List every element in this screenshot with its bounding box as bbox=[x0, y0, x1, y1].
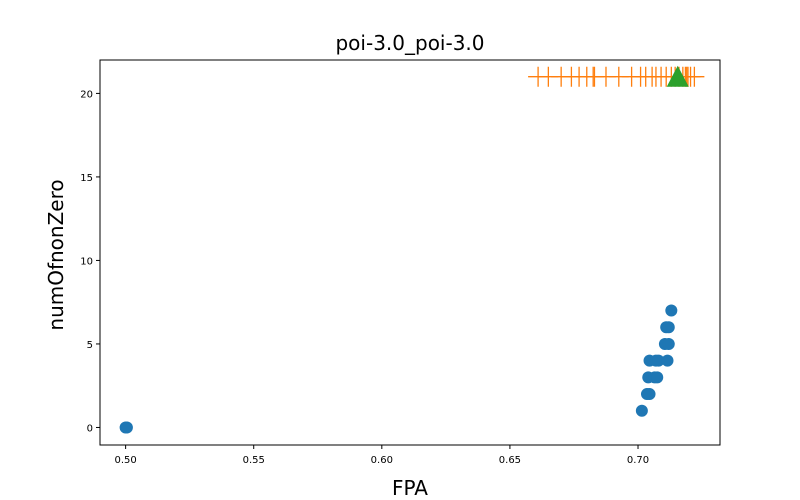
circle-point bbox=[665, 304, 678, 317]
y-tick-label: 0 bbox=[87, 423, 93, 434]
series-triangle-marks bbox=[666, 65, 689, 87]
series-circle-marks bbox=[119, 304, 678, 434]
x-tick-label: 0.50 bbox=[114, 455, 136, 466]
x-axis-label: FPA bbox=[392, 476, 428, 500]
circle-point bbox=[662, 321, 675, 334]
x-tick-label: 0.60 bbox=[371, 455, 393, 466]
x-axis: 0.50 0.55 0.60 0.65 0.70 bbox=[114, 445, 649, 466]
data-marks bbox=[119, 65, 705, 434]
circle-point bbox=[661, 354, 674, 367]
y-tick-label: 10 bbox=[80, 256, 93, 267]
y-axis-label: numOfnonZero bbox=[44, 179, 68, 330]
circle-point bbox=[651, 371, 664, 384]
chart-title: poi-3.0_poi-3.0 bbox=[335, 31, 484, 55]
y-tick-label: 20 bbox=[80, 89, 93, 100]
circle-point bbox=[120, 421, 133, 434]
plot-area-frame bbox=[99, 59, 721, 446]
plus-point bbox=[684, 66, 705, 87]
triangle-point bbox=[666, 65, 689, 87]
x-tick-label: 0.55 bbox=[243, 455, 265, 466]
y-tick-label: 5 bbox=[87, 340, 93, 351]
circle-point bbox=[652, 354, 665, 367]
circle-point bbox=[643, 388, 656, 401]
circle-point bbox=[635, 404, 648, 417]
x-tick-label: 0.70 bbox=[627, 455, 649, 466]
series-plus-marks bbox=[528, 66, 705, 87]
circle-point bbox=[662, 337, 675, 350]
x-tick-label: 0.65 bbox=[499, 455, 521, 466]
y-tick-label: 15 bbox=[80, 173, 93, 184]
y-axis: 0 5 10 15 20 bbox=[80, 89, 100, 434]
